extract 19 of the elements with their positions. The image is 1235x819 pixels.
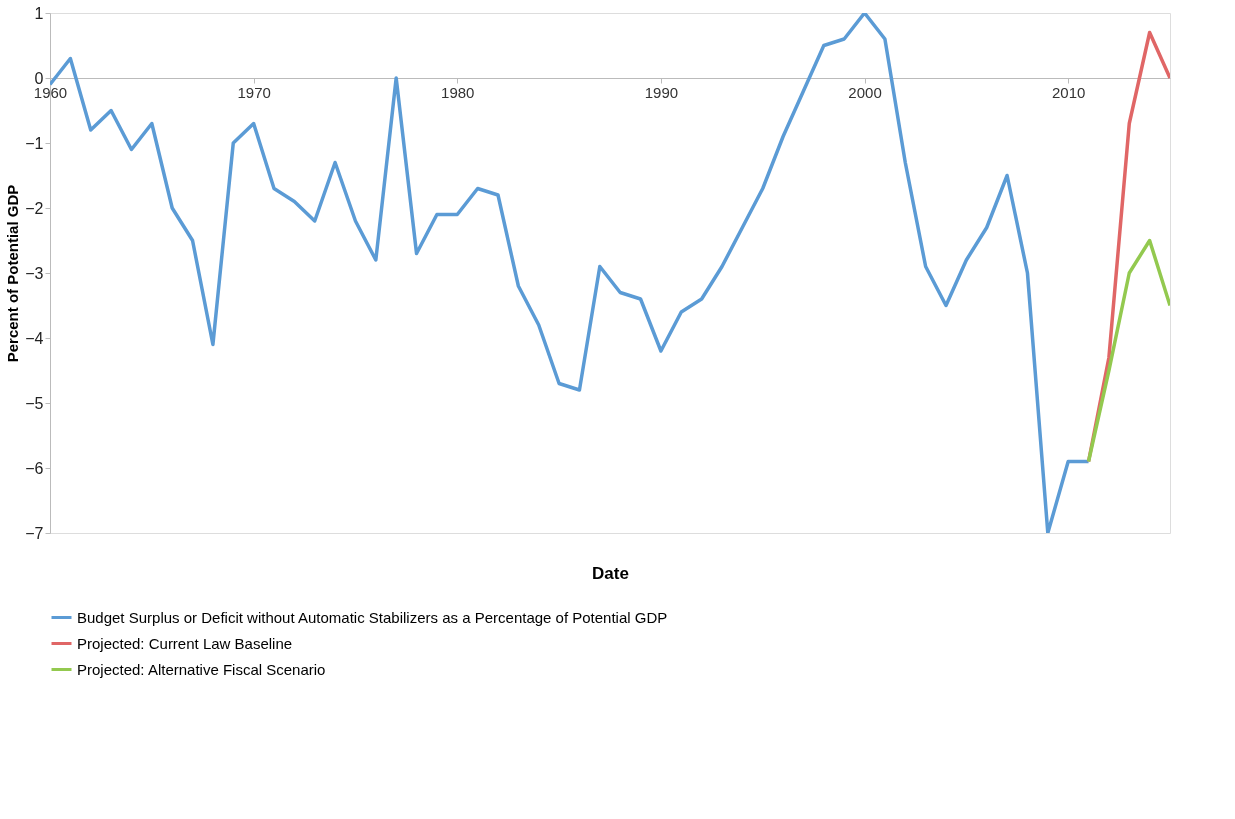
x-tick-label: 2000 <box>848 83 882 101</box>
y-axis-title: Percent of Potential GDP <box>4 184 22 363</box>
x-tick-label: 2010 <box>1051 83 1086 101</box>
line-series <box>1086 238 1170 464</box>
legend-label: Projected: Alternative Fiscal Scenario <box>77 660 326 678</box>
legend-label: Budget Surplus or Deficit without Automatic Stabilizers as a Percentage of Potential GDP <box>77 608 668 626</box>
legend-label: Projected: Current Law Baseline <box>77 634 293 652</box>
y-tick-label: 1 <box>34 4 44 22</box>
y-tick-label: −7 <box>25 524 44 542</box>
y-tick-label: −4 <box>25 329 44 347</box>
x-tick-label: 1990 <box>644 83 679 101</box>
y-tick-label: −2 <box>25 199 44 217</box>
y-tick-label: −5 <box>25 394 44 412</box>
x-tick-label: 1980 <box>441 83 475 101</box>
y-tick-label: −3 <box>25 264 44 282</box>
y-tick-label: −1 <box>25 134 44 152</box>
x-axis-title: Date <box>592 563 629 583</box>
y-tick-label: −6 <box>25 459 44 477</box>
x-tick-label: 1970 <box>237 83 271 101</box>
